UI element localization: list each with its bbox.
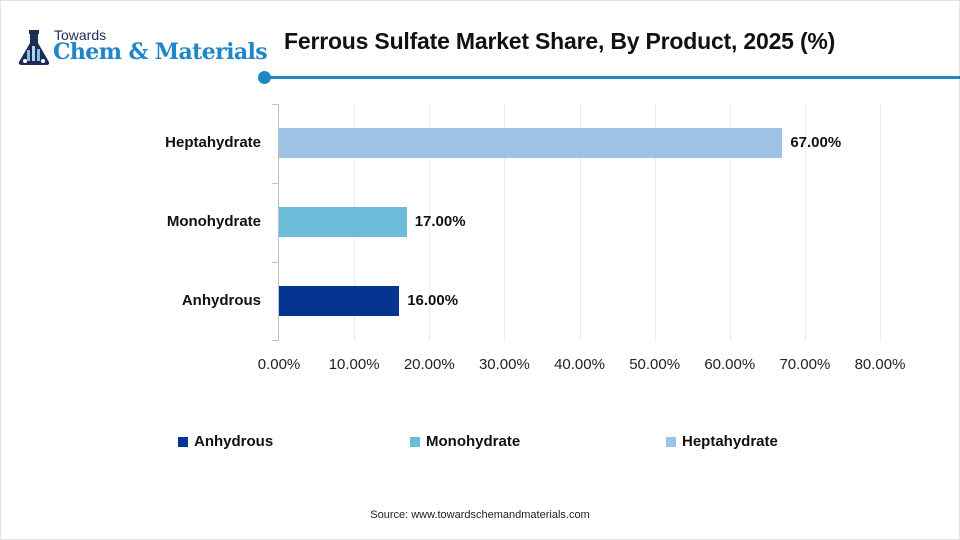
- chart-title: Ferrous Sulfate Market Share, By Product…: [284, 28, 836, 54]
- data-label: 17.00%: [414, 213, 466, 230]
- legend-label: Heptahydrate: [682, 433, 778, 450]
- legend-swatch: [410, 436, 420, 447]
- y-axis-tick: [272, 183, 279, 184]
- bar-heptahydrate[interactable]: [279, 128, 783, 158]
- gridline: [579, 104, 581, 340]
- x-axis-tick-label: 30.00%: [478, 356, 530, 373]
- gridline: [654, 104, 656, 340]
- title-underline: [266, 76, 960, 79]
- brand-line1: Towards: [54, 27, 107, 43]
- bar-monohydrate[interactable]: [279, 207, 407, 237]
- y-axis-tick: [272, 104, 279, 105]
- x-axis-tick-label: 50.00%: [629, 356, 681, 373]
- legend-item-anhydrous[interactable]: Anhydrous: [178, 433, 273, 450]
- flask-icon: [18, 30, 50, 65]
- brand-line2: Chem & Materials: [53, 39, 268, 65]
- x-axis-tick-label: 60.00%: [704, 356, 756, 373]
- x-axis-tick-label: 10.00%: [328, 356, 380, 373]
- legend-swatch: [666, 436, 676, 447]
- x-axis-tick-label: 20.00%: [403, 356, 455, 373]
- legend-item-heptahydrate[interactable]: Heptahydrate: [666, 433, 778, 450]
- data-label: 67.00%: [790, 134, 842, 151]
- x-axis-tick-label: 70.00%: [779, 356, 831, 373]
- gridline: [729, 104, 731, 340]
- title-underline-dot: [258, 71, 271, 84]
- y-axis-label: Anhydrous: [181, 292, 261, 309]
- gridline: [504, 104, 506, 340]
- y-axis-tick: [272, 340, 279, 341]
- bar-anhydrous[interactable]: [279, 286, 400, 316]
- gridline: [429, 104, 431, 340]
- y-axis-tick: [272, 262, 279, 263]
- x-axis-tick-label: 0.00%: [257, 356, 301, 373]
- gridline: [880, 104, 881, 340]
- data-label: 16.00%: [407, 292, 459, 309]
- gridline: [804, 104, 806, 340]
- y-axis-label: Heptahydrate: [165, 134, 261, 151]
- legend-swatch: [178, 436, 188, 447]
- legend-item-monohydrate[interactable]: Monohydrate: [410, 433, 520, 450]
- legend-label: Anhydrous: [194, 433, 274, 450]
- y-axis-line: [278, 104, 279, 341]
- y-axis-label: Monohydrate: [166, 213, 261, 230]
- x-axis-tick-label: 80.00%: [854, 356, 906, 373]
- x-axis-tick-label: 40.00%: [554, 356, 605, 373]
- brand-logo: Towards Chem & Materials: [16, 24, 268, 68]
- source-note: Source: www.towardschemandmaterials.com: [370, 509, 590, 521]
- legend-label: Monohydrate: [426, 433, 521, 450]
